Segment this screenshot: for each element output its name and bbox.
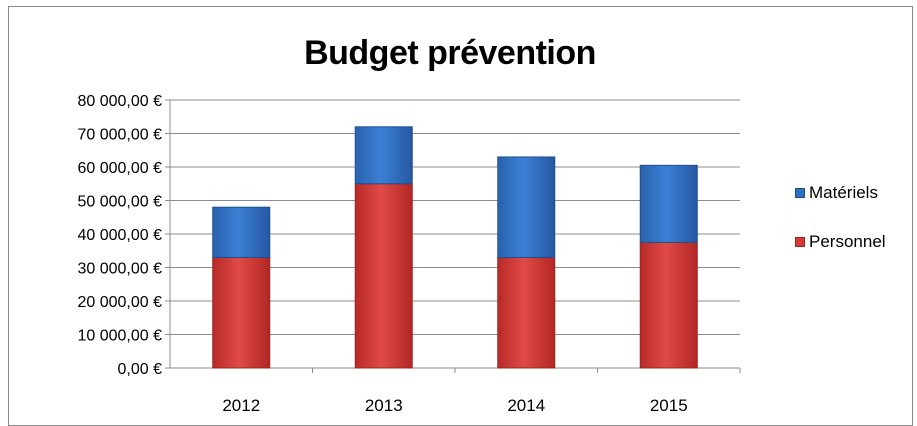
chart-title: Budget prévention [304, 34, 596, 72]
legend-swatch-materiels [795, 188, 805, 198]
y-tick-label: 60 000,00 € [77, 160, 162, 177]
legend-label-personnel: Personnel [809, 232, 886, 251]
legend-item-materiels: Matériels [795, 182, 878, 204]
y-tick-label: 80 000,00 € [77, 93, 162, 110]
y-tick-label: 20 000,00 € [77, 294, 162, 311]
bar-personnel-2013 [354, 183, 413, 369]
y-tick-label: 70 000,00 € [77, 127, 162, 144]
bar-personnel-2014 [497, 256, 556, 369]
x-tick-label: 2012 [222, 396, 260, 414]
y-tick-label: 0,00 € [118, 361, 163, 378]
y-tick-label: 30 000,00 € [77, 261, 162, 278]
bar-materiels-2014 [497, 156, 556, 258]
plot-area: 0,00 € 10 000,00 € 20 000,00 € 30 000,00 € 4… [77, 93, 741, 414]
y-tick-label: 10 000,00 € [77, 328, 162, 345]
x-tick-label: 2013 [365, 396, 403, 414]
y-tick-label: 50 000,00 € [77, 194, 162, 211]
y-tick-label: 40 000,00 € [77, 227, 162, 244]
bar-materiels-2013 [354, 126, 413, 185]
x-tick-label: 2014 [507, 396, 545, 414]
chart-frame [8, 6, 913, 426]
bar-personnel-2015 [639, 241, 698, 369]
legend-label-materiels: Matériels [809, 183, 878, 202]
bar-personnel-2012 [212, 256, 271, 369]
legend-item-personnel: Personnel [795, 231, 886, 253]
bar-materiels-2012 [212, 206, 271, 258]
bar-materiels-2015 [639, 164, 698, 243]
x-tick-label: 2015 [650, 396, 688, 414]
legend-swatch-personnel [795, 237, 805, 247]
